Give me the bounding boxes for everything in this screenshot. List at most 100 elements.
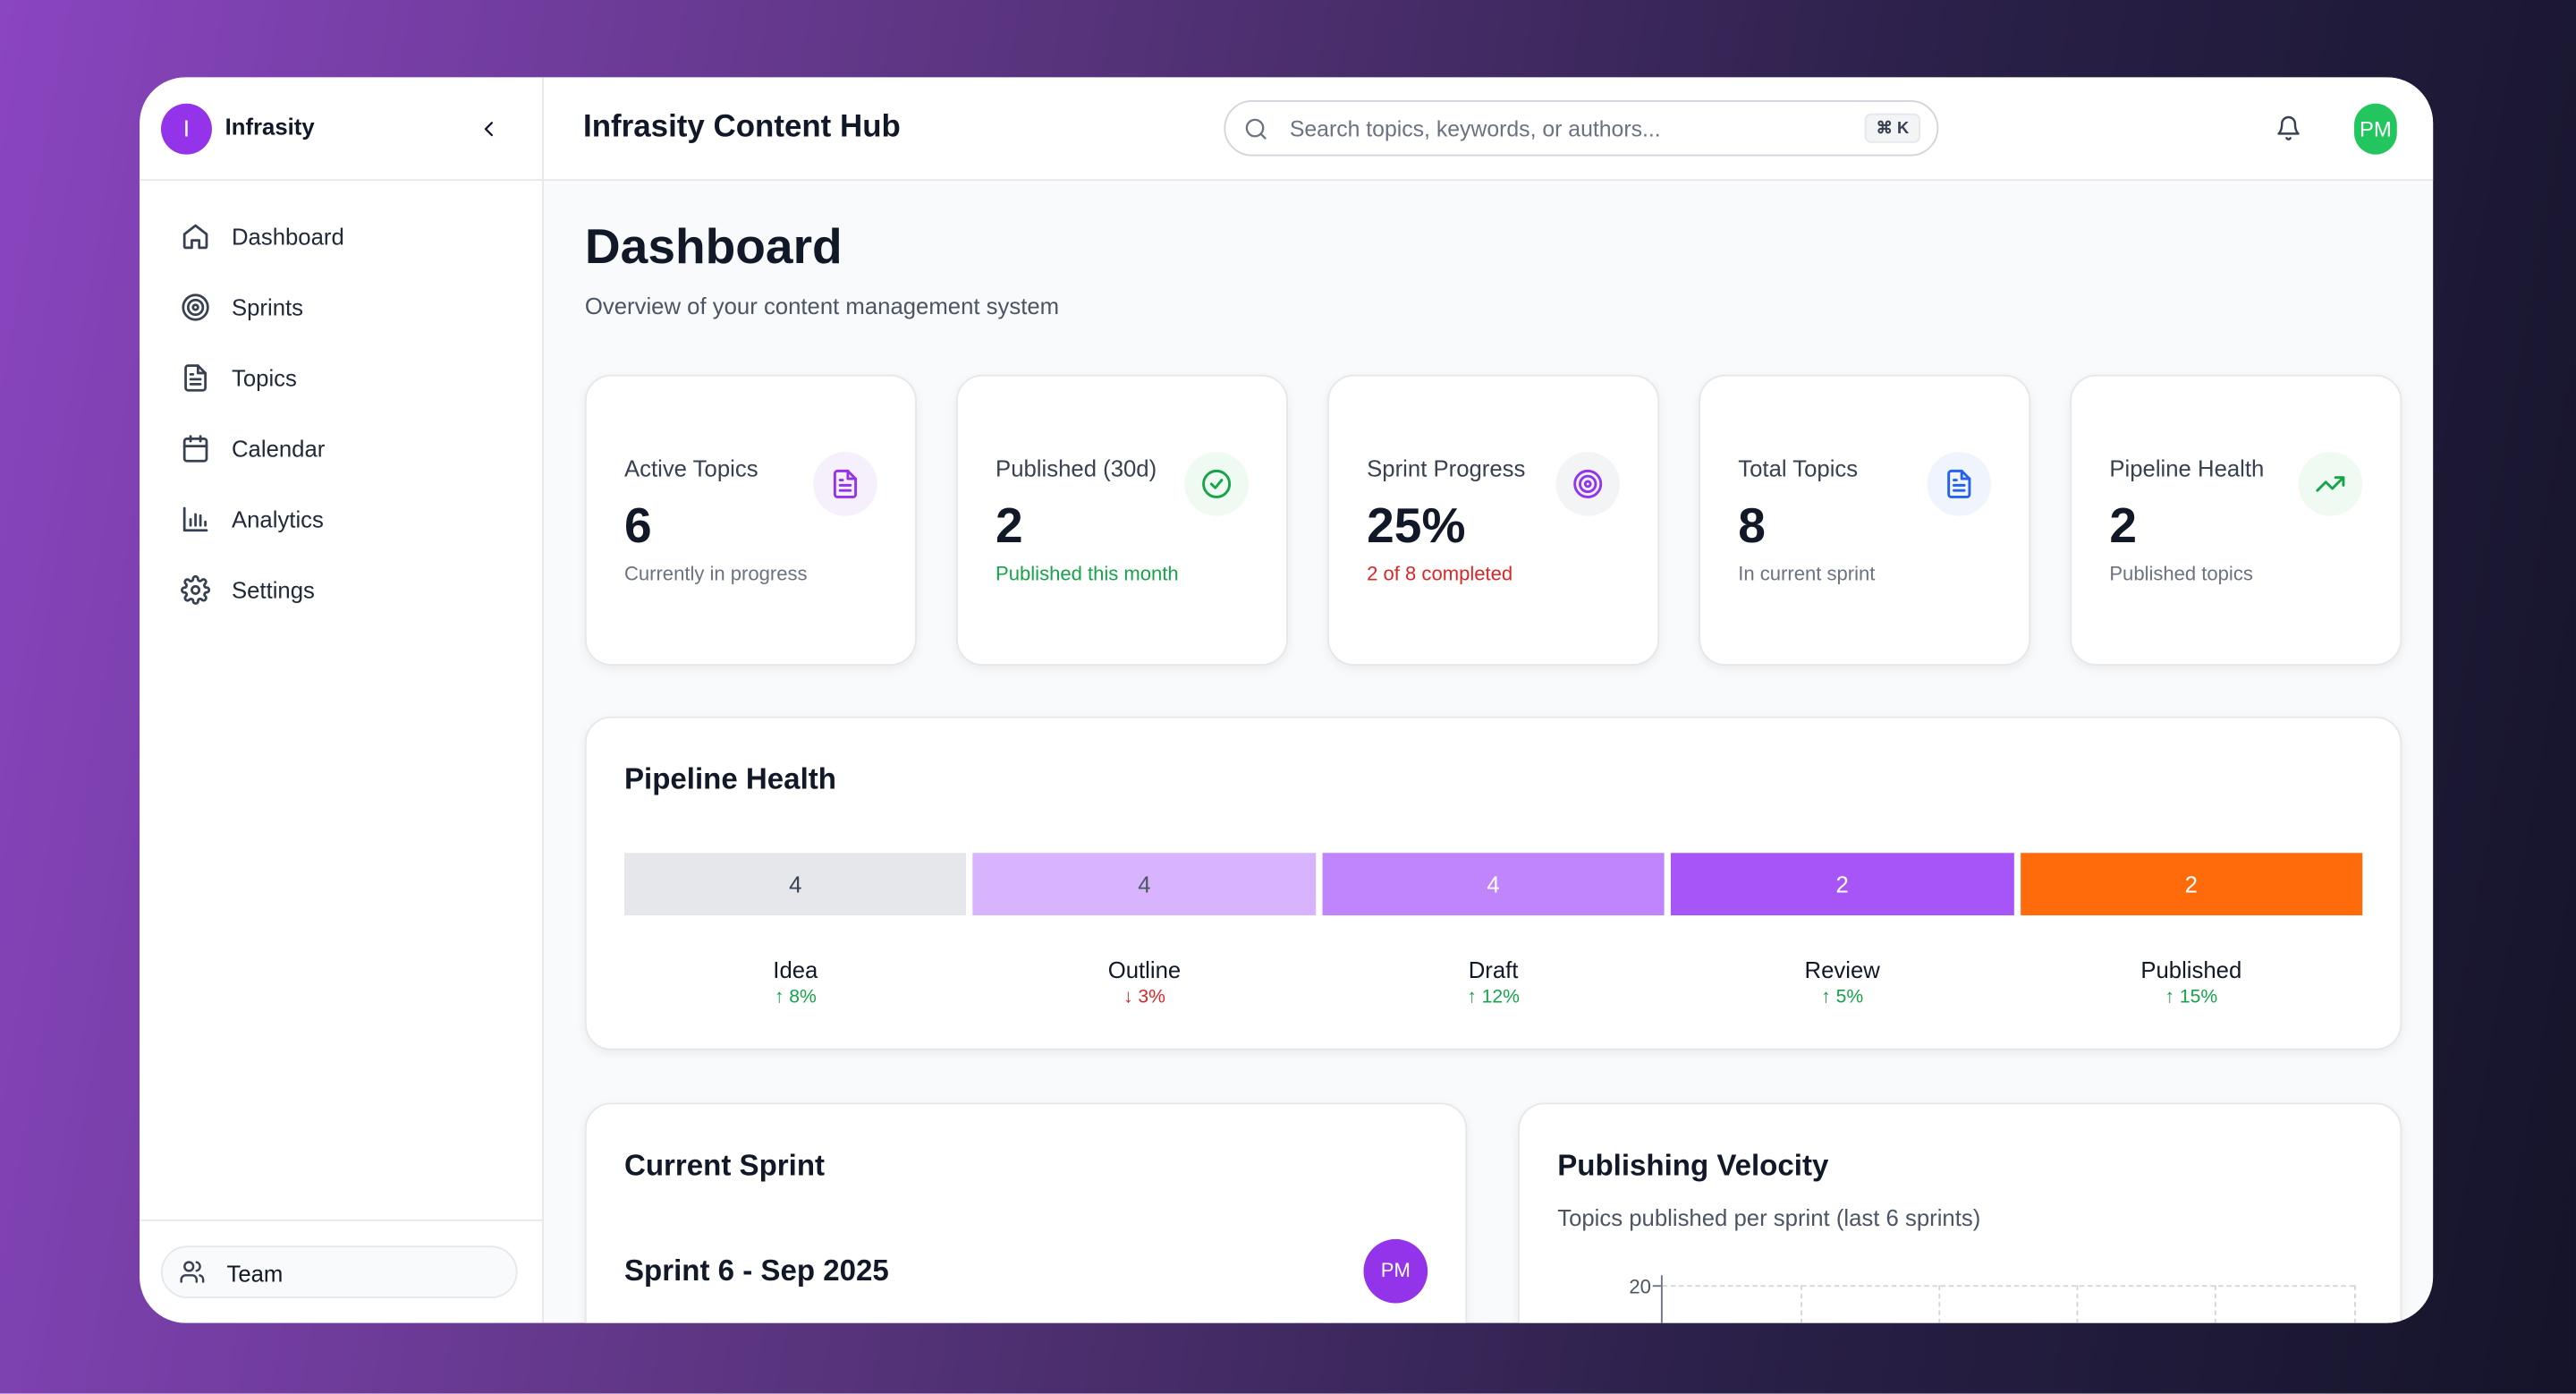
velocity-card: Publishing Velocity Topics published per … <box>1518 1102 2402 1323</box>
nav-item[interactable]: Topics <box>159 350 524 405</box>
stat-value: 6 <box>623 499 652 554</box>
notifications-button[interactable] <box>2275 115 2301 141</box>
stat-icon-glyph <box>1202 469 1232 498</box>
nav-item[interactable]: Dashboard <box>159 208 524 264</box>
stage-change: ↑ 12% <box>1467 987 1520 1007</box>
search-icon <box>1245 118 1267 140</box>
nav-item[interactable]: Sprints <box>159 279 524 335</box>
grid-line <box>1938 1285 1941 1323</box>
nav-label: Analytics <box>231 506 324 533</box>
card-title: Current Sprint <box>623 1148 826 1182</box>
stat-label: Pipeline Health <box>2109 455 2265 482</box>
page-subtitle: Overview of your content management syst… <box>584 292 1060 319</box>
nav-item[interactable]: Calendar <box>159 421 524 476</box>
y-tick-label: 20 <box>1629 1275 1651 1299</box>
stat-icon <box>1555 452 1621 516</box>
nav-label: Sprints <box>231 293 304 321</box>
stage-name: Draft <box>1468 956 1519 983</box>
sidebar: I Infrasity Dashboard Sprints Topics Calendar… <box>140 77 544 1323</box>
stat-note: Currently in progress <box>623 562 808 585</box>
stat-label: Sprint Progress <box>1367 455 1526 482</box>
team-button[interactable]: Team <box>160 1245 518 1299</box>
nav-item[interactable]: Analytics <box>159 491 524 547</box>
stat-note: Published topics <box>2109 562 2253 585</box>
stat-icon <box>813 452 877 516</box>
stage-name: Published <box>2140 956 2242 983</box>
pipeline-segment: 4 <box>1322 853 1665 916</box>
stage-name: Outline <box>1107 956 1182 983</box>
stat-icon <box>2298 452 2363 516</box>
grid-line <box>1662 1285 2355 1288</box>
pipeline-segment: 4 <box>623 853 967 916</box>
stat-card: Pipeline Health 2 Published topics <box>2070 374 2402 666</box>
stat-value: 2 <box>2109 499 2138 554</box>
sidebar-header-divider <box>140 179 544 182</box>
stage-change: ↑ 8% <box>774 987 817 1007</box>
pipeline-segment: 2 <box>2020 853 2363 916</box>
grid-line <box>2354 1285 2356 1323</box>
nav-icon <box>184 364 207 392</box>
app-title: Infrasity Content Hub <box>583 110 901 145</box>
stage-name: Review <box>1804 956 1880 983</box>
stat-value: 8 <box>1738 499 1766 554</box>
stat-icon-glyph <box>1947 469 1971 498</box>
stat-card: Sprint Progress 25% 2 of 8 completed <box>1327 374 1660 666</box>
stat-icon <box>1927 452 1992 516</box>
grid-line <box>2076 1285 2079 1323</box>
stat-icon-glyph <box>1573 469 1603 498</box>
pipeline-card: Pipeline Health 4 Idea ↑ 8% 4 Outline ↓ 3% 4 Dra… <box>584 716 2402 1050</box>
stage-change: ↑ 15% <box>2165 987 2218 1007</box>
stat-value: 25% <box>1367 499 1466 554</box>
nav-icon <box>182 506 208 532</box>
sprint-owner-avatar: PM <box>1363 1238 1428 1304</box>
grid-line <box>2214 1285 2216 1323</box>
stat-note: Published this month <box>996 562 1179 585</box>
stat-icon-glyph <box>2316 476 2345 492</box>
stage-change: ↑ 5% <box>1821 987 1864 1007</box>
stat-card: Active Topics 6 Currently in progress <box>584 374 917 666</box>
y-axis <box>1660 1275 1663 1323</box>
card-title: Publishing Velocity <box>1557 1148 1829 1182</box>
nav-label: Calendar <box>231 435 326 463</box>
pipeline-segment: 2 <box>1671 853 2014 916</box>
sidebar-footer-divider <box>140 1219 544 1221</box>
nav-item[interactable]: Settings <box>159 562 524 617</box>
nav-icon <box>182 293 209 321</box>
stat-label: Published (30d) <box>996 455 1157 482</box>
brand-name: Infrasity <box>225 113 315 140</box>
stat-icon <box>1184 452 1249 516</box>
card-subtitle: Topics published per sprint (last 6 spri… <box>1557 1204 1981 1231</box>
header: Infrasity Content Hub Search topics, keyw… <box>543 77 2434 182</box>
page-title: Dashboard <box>584 220 843 275</box>
nav-icon <box>182 435 208 463</box>
shortcut-hint: ⌘ K <box>1864 113 1921 143</box>
stage-change: ↓ 3% <box>1123 987 1165 1007</box>
team-icon <box>180 1261 205 1283</box>
search-placeholder: Search topics, keywords, or authors... <box>1289 116 1661 141</box>
collapse-button <box>484 122 494 137</box>
nav-label: Dashboard <box>231 223 344 251</box>
search-box[interactable]: Search topics, keywords, or authors... ⌘ … <box>1224 100 1939 157</box>
grid-line <box>1801 1285 1802 1323</box>
stat-icon-glyph <box>833 469 858 498</box>
current-sprint-card: Current Sprint Sprint 6 - Sep 2025 PM <box>584 1102 1468 1323</box>
pipeline-title: Pipeline Health <box>623 762 836 795</box>
user-avatar[interactable]: PM <box>2354 103 2397 155</box>
stat-label: Active Topics <box>623 455 758 482</box>
nav-label: Topics <box>231 364 297 392</box>
stat-card: Published (30d) 2 Published this month <box>955 374 1288 666</box>
stat-note: In current sprint <box>1738 562 1876 585</box>
nav-icon <box>182 224 208 250</box>
stat-note: 2 of 8 completed <box>1367 562 1513 585</box>
stat-value: 2 <box>996 499 1023 554</box>
window: I Infrasity Dashboard Sprints Topics Calendar… <box>140 77 2434 1323</box>
nav-label: Settings <box>231 576 315 604</box>
pipeline-segment: 4 <box>973 853 1316 916</box>
sprint-name: Sprint 6 - Sep 2025 <box>623 1254 889 1288</box>
stat-label: Total Topics <box>1738 455 1859 482</box>
y-tick <box>1652 1285 1661 1288</box>
nav-icon <box>181 574 211 605</box>
stage-name: Idea <box>773 956 818 983</box>
stat-card: Total Topics 8 In current sprint <box>1699 374 2031 666</box>
